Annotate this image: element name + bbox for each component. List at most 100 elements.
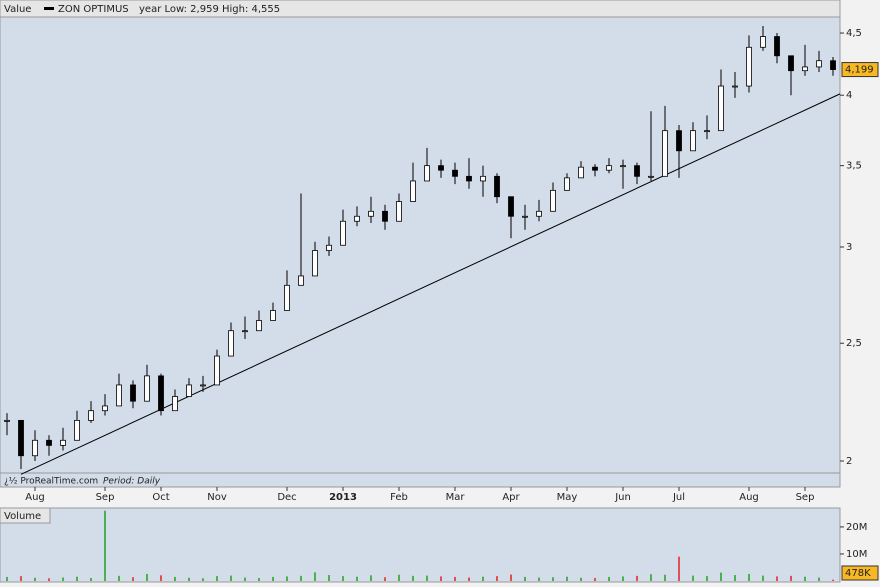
volume-current-box bbox=[841, 565, 879, 581]
volume-bar bbox=[580, 577, 582, 581]
volume-bar bbox=[216, 576, 218, 581]
volume-bar bbox=[244, 577, 246, 581]
candle-body bbox=[704, 130, 710, 133]
x-tick-label: Mar bbox=[446, 492, 466, 503]
volume-title: Volume bbox=[4, 511, 41, 522]
volume-bar bbox=[440, 576, 442, 581]
volume-bar bbox=[202, 578, 204, 581]
candle-body bbox=[438, 165, 444, 171]
volume-bar bbox=[496, 576, 498, 581]
x-tick-label: Jul bbox=[672, 492, 685, 503]
candle-body bbox=[186, 384, 192, 397]
candle-body bbox=[4, 419, 10, 422]
x-tick-label: Jun bbox=[614, 492, 631, 503]
candle-body bbox=[270, 310, 276, 321]
candle-body bbox=[466, 175, 472, 182]
volume-bar bbox=[510, 574, 512, 581]
volume-bar bbox=[636, 575, 638, 581]
header-label: Value bbox=[4, 4, 31, 15]
x-tick-label: Sep bbox=[796, 492, 815, 503]
candle-body bbox=[662, 130, 668, 177]
volume-bar bbox=[706, 576, 708, 581]
x-tick-label: May bbox=[557, 492, 578, 503]
candle-body bbox=[620, 165, 626, 168]
volume-bar bbox=[468, 577, 470, 581]
x-tick-label: Aug bbox=[739, 492, 759, 503]
volume-bar bbox=[538, 577, 540, 581]
volume-bar bbox=[342, 576, 344, 581]
volume-bar bbox=[174, 576, 176, 581]
candle-body bbox=[368, 210, 374, 217]
volume-bar bbox=[132, 577, 134, 581]
y-tick-label: 3,5 bbox=[846, 161, 862, 172]
candle-body bbox=[606, 165, 612, 171]
candle-body bbox=[214, 355, 220, 386]
trend-line bbox=[20, 93, 841, 475]
volume-bar bbox=[272, 576, 274, 581]
volume-tick-label: 10M bbox=[846, 549, 867, 560]
candle-body bbox=[424, 165, 430, 182]
candle-body bbox=[144, 375, 150, 402]
volume-bar bbox=[104, 510, 106, 581]
volume-bar bbox=[734, 575, 736, 581]
candle-body bbox=[676, 130, 682, 152]
x-tick-label: Dec bbox=[277, 492, 296, 503]
volume-bar bbox=[790, 575, 792, 581]
volume-bar bbox=[552, 577, 554, 581]
candle-body bbox=[494, 175, 500, 198]
candle-body bbox=[382, 210, 388, 222]
volume-bar bbox=[76, 576, 78, 581]
candle-body bbox=[354, 215, 360, 222]
volume-bar bbox=[566, 576, 568, 581]
volume-bar bbox=[398, 574, 400, 581]
candle-body bbox=[550, 189, 556, 212]
candle-body bbox=[158, 375, 164, 412]
candle-body bbox=[634, 165, 640, 177]
candle-body bbox=[592, 166, 598, 171]
candle-body bbox=[830, 60, 836, 70]
volume-tick-label: 20M bbox=[846, 522, 867, 533]
candle-body bbox=[74, 419, 80, 441]
volume-bar bbox=[804, 576, 806, 581]
volume-bar bbox=[762, 575, 764, 581]
footer-period: Period: Daily bbox=[103, 477, 161, 487]
y-tick-label: 4,5 bbox=[846, 28, 862, 39]
volume-bar bbox=[328, 575, 330, 581]
volume-bar bbox=[62, 577, 64, 581]
candle-body bbox=[774, 36, 780, 57]
footer-credit: ¿½ ProRealTime.com bbox=[4, 477, 98, 487]
volume-header bbox=[0, 507, 51, 524]
candle-body bbox=[410, 180, 416, 202]
volume-bar bbox=[160, 575, 162, 581]
current-value-box bbox=[841, 62, 879, 78]
volume-bar bbox=[482, 576, 484, 581]
candle-body bbox=[732, 85, 738, 88]
candle-body bbox=[396, 201, 402, 222]
candle-body bbox=[480, 175, 486, 182]
volume-bar bbox=[524, 576, 526, 581]
y-tick-label: 2,5 bbox=[846, 338, 862, 349]
candle-body bbox=[172, 396, 178, 412]
volume-bar bbox=[258, 578, 260, 581]
volume-bar bbox=[748, 573, 750, 581]
candle-body bbox=[508, 196, 514, 217]
volume-current-label: 478K bbox=[845, 568, 871, 579]
volume-bar bbox=[650, 574, 652, 581]
candle-body bbox=[746, 46, 752, 87]
candle-body bbox=[60, 439, 66, 446]
volume-bar bbox=[300, 575, 302, 581]
candle-body bbox=[256, 320, 262, 332]
candle-body bbox=[536, 210, 542, 217]
volume-bar bbox=[692, 575, 694, 581]
candle-body bbox=[200, 384, 206, 387]
y-tick-label: 3 bbox=[846, 242, 852, 253]
volume-bar bbox=[6, 576, 8, 581]
volume-bar bbox=[594, 578, 596, 581]
volume-bar bbox=[146, 573, 148, 581]
x-tick-label: Oct bbox=[152, 492, 169, 503]
candle-body bbox=[116, 384, 122, 407]
volume-bar bbox=[426, 575, 428, 581]
volume-bar bbox=[720, 572, 722, 581]
x-tick-label: Aug bbox=[25, 492, 45, 503]
